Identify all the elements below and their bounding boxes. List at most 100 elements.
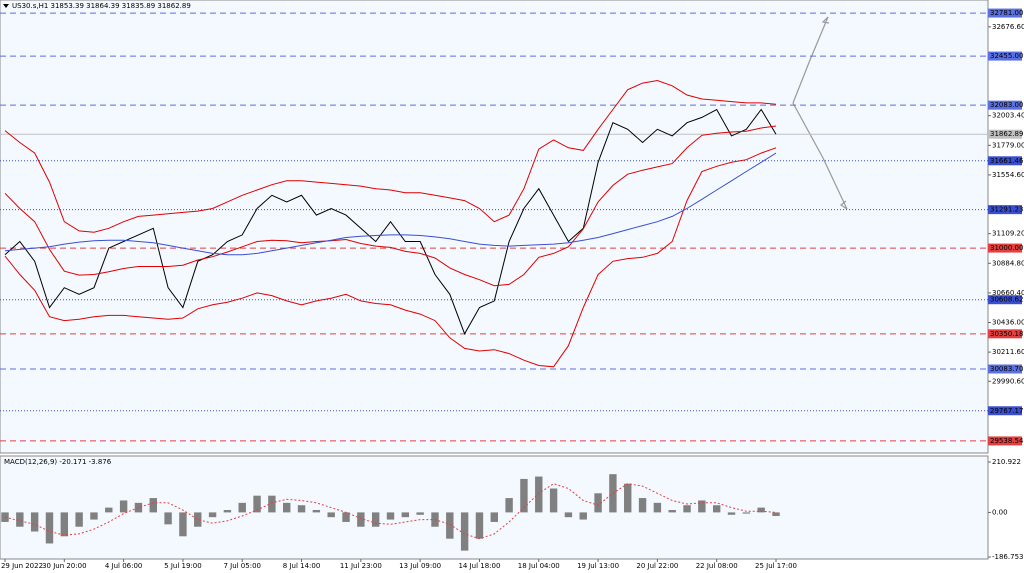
level-tag xyxy=(988,129,1022,139)
y-tick-label: 30884.80 xyxy=(992,259,1024,267)
level-label: 30350.18 xyxy=(990,330,1023,338)
level-tag xyxy=(988,243,1022,253)
macd-bar xyxy=(327,512,335,518)
macd-bar xyxy=(253,495,261,513)
macd-bar xyxy=(698,500,706,513)
x-tick-label: 8 Jul 14:00 xyxy=(283,562,321,570)
macd-bar xyxy=(683,505,691,513)
series-line xyxy=(4,152,777,256)
macd-bar xyxy=(757,507,765,513)
level-tag xyxy=(988,436,1022,446)
macd-bar xyxy=(90,512,98,520)
macd-bar xyxy=(564,512,573,518)
macd-bar xyxy=(312,510,321,513)
macd-title: MACD(12,26,9) -20.171 -3.876 xyxy=(4,458,112,466)
level-label: 31661.46 xyxy=(990,157,1024,165)
y-tick-label: 31109.20 xyxy=(992,230,1024,238)
level-tag xyxy=(988,156,1022,166)
level-label: 31291.23 xyxy=(990,206,1023,214)
macd-bar xyxy=(742,512,751,514)
macd-bar xyxy=(119,500,128,513)
level-label: 31000.00 xyxy=(990,244,1023,252)
y-tick-label: 32676.60 xyxy=(992,23,1024,31)
level-label: 32455.00 xyxy=(990,52,1023,60)
level-tag xyxy=(988,51,1022,61)
arrow-head xyxy=(839,200,848,210)
x-tick-label: 22 Jul 08:00 xyxy=(696,562,738,570)
macd-bar xyxy=(134,502,143,513)
macd-bar xyxy=(342,512,350,522)
series-line xyxy=(4,125,777,287)
series-line xyxy=(4,79,777,233)
x-tick-label: 7 Jul 05:00 xyxy=(223,562,261,570)
macd-bar xyxy=(727,512,736,515)
price-panel xyxy=(0,0,989,454)
x-tick-label: 25 Jul 17:00 xyxy=(755,562,797,570)
x-tick-label: 29 Jun 2022 xyxy=(1,562,43,570)
level-tag xyxy=(988,8,1022,18)
macd-bar xyxy=(1,512,9,522)
arrow-down xyxy=(792,102,848,210)
level-label: 30083.70 xyxy=(990,365,1023,373)
macd-bar xyxy=(446,512,454,539)
macd-bar xyxy=(712,505,721,513)
macd-bar xyxy=(208,512,217,518)
macd-bar xyxy=(520,478,528,513)
macd-bar xyxy=(16,512,24,527)
macd-bar xyxy=(579,512,587,520)
macd-bar xyxy=(416,512,424,515)
level-label: 30608.62 xyxy=(990,296,1023,304)
macd-bar xyxy=(60,512,69,537)
macd-bar xyxy=(164,512,172,525)
macd-bar xyxy=(624,483,632,513)
y-tick-label: -186.753 xyxy=(992,553,1023,561)
macd-bar xyxy=(45,512,54,544)
y-tick-label: 31554.60 xyxy=(992,171,1024,179)
macd-bar xyxy=(268,495,276,513)
macd-bar xyxy=(149,498,157,513)
x-tick-label: 13 Jul 09:00 xyxy=(399,562,441,570)
x-tick-label: 18 Jul 04:00 xyxy=(518,562,560,570)
macd-bar xyxy=(386,512,395,520)
series-line xyxy=(4,147,777,368)
macd-bar xyxy=(297,505,306,513)
macd-bar xyxy=(505,498,513,513)
x-tick-label: 11 Jul 23:00 xyxy=(340,562,382,570)
level-label: 29767.17 xyxy=(990,407,1023,415)
macd-bar xyxy=(105,507,113,513)
macd-bar xyxy=(30,512,39,532)
level-label: 29538.54 xyxy=(990,437,1024,445)
x-tick-label: 30 Jun 20:00 xyxy=(42,562,86,570)
macd-bar xyxy=(549,488,558,513)
macd-bar xyxy=(401,512,410,518)
macd-bar xyxy=(594,493,602,513)
x-tick-label: 20 Jul 22:00 xyxy=(636,562,678,570)
forecast-arrows xyxy=(792,16,848,210)
series-line xyxy=(4,108,777,335)
macd-bar xyxy=(194,512,202,527)
macd-bar xyxy=(535,476,543,513)
menu-arrow[interactable] xyxy=(3,4,9,8)
level-tag xyxy=(988,295,1022,305)
chart-title: US30.s,H1 31853.39 31864.39 31835.89 318… xyxy=(12,2,191,10)
macd-bar xyxy=(490,512,498,522)
level-tag xyxy=(988,329,1022,339)
level-label: 31862.89 xyxy=(990,130,1023,138)
y-tick-label: 31779.00 xyxy=(992,141,1024,149)
arrow-up xyxy=(792,16,829,104)
x-tick-label: 5 Jul 19:00 xyxy=(164,562,202,570)
x-tick-label: 14 Jul 18:00 xyxy=(458,562,500,570)
macd-bar xyxy=(653,502,662,513)
macd-bar xyxy=(357,512,365,527)
level-tag xyxy=(988,100,1022,110)
macd-bar xyxy=(772,512,780,516)
y-tick-label: 30660.40 xyxy=(992,289,1024,297)
macd-bar xyxy=(223,510,232,513)
level-tag xyxy=(988,205,1022,215)
macd-bar xyxy=(460,512,469,551)
macd-bar xyxy=(283,502,291,513)
macd-bar xyxy=(179,512,187,537)
macd-bar xyxy=(238,502,246,513)
level-label: 32083.00 xyxy=(990,101,1023,109)
